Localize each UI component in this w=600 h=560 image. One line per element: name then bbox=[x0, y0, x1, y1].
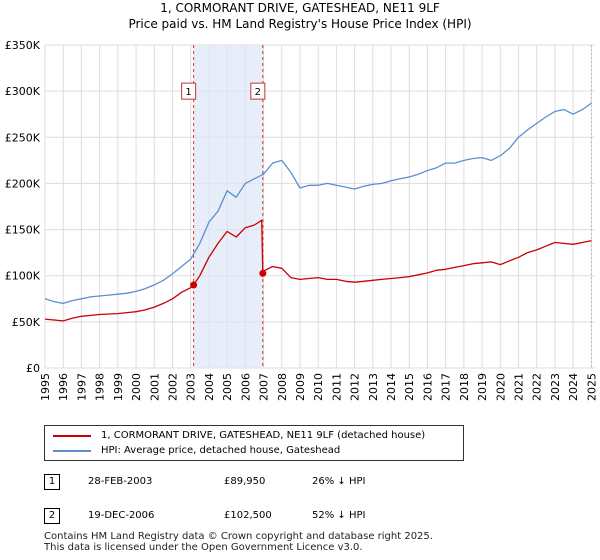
x-tick-label: 2025 bbox=[585, 373, 598, 401]
x-tick-label: 2016 bbox=[421, 373, 434, 401]
y-tick-label: £350K bbox=[5, 39, 41, 52]
marker-label: 2 bbox=[255, 87, 261, 98]
legend: 1, CORMORANT DRIVE, GATESHEAD, NE11 9LF … bbox=[44, 425, 464, 461]
x-tick-label: 2022 bbox=[531, 373, 544, 401]
x-tick-label: 2005 bbox=[221, 373, 234, 401]
transaction-price: £89,950 bbox=[224, 476, 266, 487]
transaction-hpi-diff: 52% ↓ HPI bbox=[312, 510, 366, 521]
x-tick-label: 2014 bbox=[385, 373, 398, 401]
y-tick-label: £300K bbox=[5, 85, 41, 98]
sale-point bbox=[259, 269, 267, 277]
marker-label-box bbox=[250, 82, 266, 100]
x-tick-label: 2011 bbox=[330, 373, 343, 401]
x-tick-label: 2004 bbox=[203, 373, 216, 401]
x-tick-label: 2000 bbox=[130, 373, 143, 401]
x-tick-label: 2008 bbox=[276, 373, 289, 401]
x-tick-label: 2003 bbox=[185, 373, 198, 401]
x-tick-label: 2001 bbox=[148, 373, 161, 401]
transaction-date: 19-DEC-2006 bbox=[88, 510, 155, 521]
legend-label-hpi: HPI: Average price, detached house, Gate… bbox=[101, 445, 341, 456]
transaction-price: £102,500 bbox=[224, 510, 272, 521]
transaction-number-badge: 1 bbox=[44, 474, 60, 490]
x-tick-label: 2024 bbox=[567, 373, 580, 401]
x-tick-label: 2007 bbox=[258, 373, 271, 401]
x-tick-label: 2023 bbox=[549, 373, 562, 401]
transaction-date: 28-FEB-2003 bbox=[88, 476, 153, 487]
footer-copyright: Contains HM Land Registry data © Crown c… bbox=[44, 531, 433, 542]
hpi-series-line bbox=[44, 102, 592, 305]
x-tick-label: 1999 bbox=[112, 373, 125, 401]
chart-subtitle: Price paid vs. HM Land Registry's House … bbox=[128, 17, 472, 31]
marker-label: 1 bbox=[185, 87, 191, 98]
x-tick-label: 1997 bbox=[75, 373, 88, 401]
x-tick-label: 1998 bbox=[94, 373, 107, 401]
x-tick-label: 2021 bbox=[513, 373, 526, 401]
transaction-hpi-diff: 26% ↓ HPI bbox=[312, 476, 366, 487]
table-row: 2 19-DEC-2006 £102,500 52% ↓ HPI bbox=[44, 508, 464, 524]
x-tick-label: 1996 bbox=[57, 373, 70, 401]
y-tick-label: £200K bbox=[5, 177, 41, 190]
price-chart: £0 £50K £100K £150K £200K £250K £300K £350K 1995… bbox=[5, 39, 599, 401]
x-tick-label: 2018 bbox=[458, 373, 471, 401]
y-tick-label: £100K bbox=[5, 270, 41, 283]
y-tick-label: £50K bbox=[12, 316, 41, 329]
x-tick-label: 2009 bbox=[294, 373, 307, 401]
transaction-number-badge: 2 bbox=[44, 508, 60, 524]
table-row: 1 28-FEB-2003 £89,950 26% ↓ HPI bbox=[44, 474, 464, 490]
property-series-line bbox=[44, 219, 592, 322]
y-tick-label: £0 bbox=[26, 362, 40, 375]
x-tick-label: 2020 bbox=[494, 373, 507, 401]
legend-swatch-hpi bbox=[53, 450, 91, 452]
sale-point bbox=[190, 281, 198, 289]
marker-label-box bbox=[181, 82, 197, 100]
x-tick-label: 2002 bbox=[166, 373, 179, 401]
y-tick-label: £250K bbox=[5, 131, 41, 144]
x-tick-label: 2006 bbox=[239, 373, 252, 401]
x-tick-label: 1995 bbox=[39, 373, 52, 401]
x-tick-label: 2010 bbox=[312, 373, 325, 401]
x-tick-label: 2013 bbox=[367, 373, 380, 401]
legend-label-property: 1, CORMORANT DRIVE, GATESHEAD, NE11 9LF … bbox=[101, 430, 426, 441]
chart-title: 1, CORMORANT DRIVE, GATESHEAD, NE11 9LF bbox=[160, 1, 440, 15]
x-tick-label: 2015 bbox=[403, 373, 416, 401]
y-tick-label: £150K bbox=[5, 224, 41, 237]
x-tick-label: 2012 bbox=[349, 373, 362, 401]
x-tick-label: 2019 bbox=[476, 373, 489, 401]
footer-licence: This data is licensed under the Open Gov… bbox=[44, 542, 363, 553]
plot-area bbox=[45, 45, 595, 368]
x-tick-label: 2017 bbox=[440, 373, 453, 401]
legend-swatch-property bbox=[53, 435, 91, 437]
